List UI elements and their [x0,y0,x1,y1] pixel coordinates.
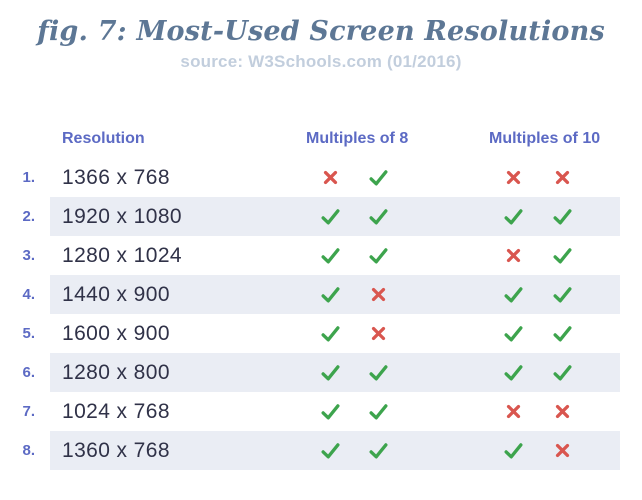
mark-m10-width [489,206,538,227]
row-resolution: 1366 x 768 [62,165,170,189]
cross-icon [506,170,521,185]
check-icon [504,365,523,381]
mark-m10-width [489,440,538,461]
cross-icon [371,326,385,341]
mark-m8-height [354,362,402,383]
row-rank: 2. [22,208,35,225]
row-resolution: 1280 x 1024 [62,243,183,267]
row-resolution: 1600 x 900 [62,321,170,345]
row-rank: 1. [22,169,35,186]
mark-m8-width [306,206,354,227]
check-icon [320,248,340,264]
cross-icon [555,170,569,185]
check-icon [552,287,572,303]
check-icon [504,209,523,225]
mark-m8-height [354,286,402,303]
check-icon [368,209,388,225]
row-rank: 4. [22,286,35,303]
check-icon [320,287,340,303]
check-icon [552,326,572,342]
mark-m10-height [538,323,586,344]
cross-icon [323,170,337,185]
column-header-multiples-of-10: Multiples of 10 [489,130,601,147]
column-header-resolution: Resolution [62,130,145,147]
figure-header: fig. 7: Most-Used Screen Resolutions sou… [0,0,642,72]
row-rank: 3. [22,247,35,264]
mark-m10-width [489,403,538,420]
column-header-multiples-of-8: Multiples of 8 [306,130,409,147]
mark-m10-height [538,245,586,266]
resolutions-table: Resolution Multiples of 8 Multiples of 1… [0,124,642,470]
mark-m10-height [538,362,586,383]
mark-m10-width [489,247,538,264]
mark-m8-height [354,440,402,461]
row-rank: 8. [22,442,35,459]
mark-m8-width [306,284,354,305]
mark-m10-height [538,206,586,227]
mark-m10-height [538,442,586,459]
check-icon [320,326,340,342]
mark-m8-height [354,167,402,188]
check-icon [320,365,340,381]
table-rows: 1. 1366 x 768 2. 1920 x 1080 3. 1280 x 1… [0,158,642,470]
cross-icon [555,404,569,419]
table-row: 1. 1366 x 768 [0,158,642,197]
mark-m8-width [306,362,354,383]
check-icon [552,248,572,264]
row-resolution: 1360 x 768 [62,438,170,462]
cross-icon [506,248,521,263]
cross-icon [371,287,385,302]
check-icon [552,365,572,381]
mark-m8-width [306,440,354,461]
figure-subtitle: source: W3Schools.com (01/2016) [180,52,462,71]
check-icon [504,287,523,303]
mark-m10-width [489,169,538,186]
row-resolution: 1920 x 1080 [62,204,183,228]
mark-m10-width [489,362,538,383]
check-icon [504,443,523,459]
check-icon [368,443,388,459]
check-icon [368,365,388,381]
check-icon [368,248,388,264]
mark-m10-height [538,403,586,420]
table-row: 2. 1920 x 1080 [0,197,642,236]
row-rank: 5. [22,325,35,342]
cross-icon [506,404,521,419]
mark-m8-width [306,401,354,422]
table-row: 6. 1280 x 800 [0,353,642,392]
table-row: 4. 1440 x 900 [0,275,642,314]
check-icon [368,404,388,420]
table-row: 3. 1280 x 1024 [0,236,642,275]
mark-m8-height [354,325,402,342]
mark-m10-height [538,284,586,305]
check-icon [320,209,340,225]
row-resolution: 1440 x 900 [62,282,170,306]
mark-m8-width [306,245,354,266]
mark-m8-height [354,206,402,227]
row-rank: 6. [22,364,35,381]
mark-m8-height [354,245,402,266]
row-resolution: 1280 x 800 [62,360,170,384]
table-row: 5. 1600 x 900 [0,314,642,353]
mark-m8-height [354,401,402,422]
row-resolution: 1024 x 768 [62,399,170,423]
check-icon [320,404,340,420]
row-rank: 7. [22,403,35,420]
mark-m8-width [306,169,354,186]
mark-m10-width [489,284,538,305]
check-icon [552,209,572,225]
check-icon [320,443,340,459]
figure-title: fig. 7: Most-Used Screen Resolutions [37,16,605,47]
mark-m10-height [538,169,586,186]
table-row: 7. 1024 x 768 [0,392,642,431]
check-icon [504,326,523,342]
table-header-row: Resolution Multiples of 8 Multiples of 1… [0,124,642,154]
cross-icon [555,443,569,458]
check-icon [368,170,388,186]
mark-m8-width [306,323,354,344]
mark-m10-width [489,323,538,344]
table-row: 8. 1360 x 768 [0,431,642,470]
